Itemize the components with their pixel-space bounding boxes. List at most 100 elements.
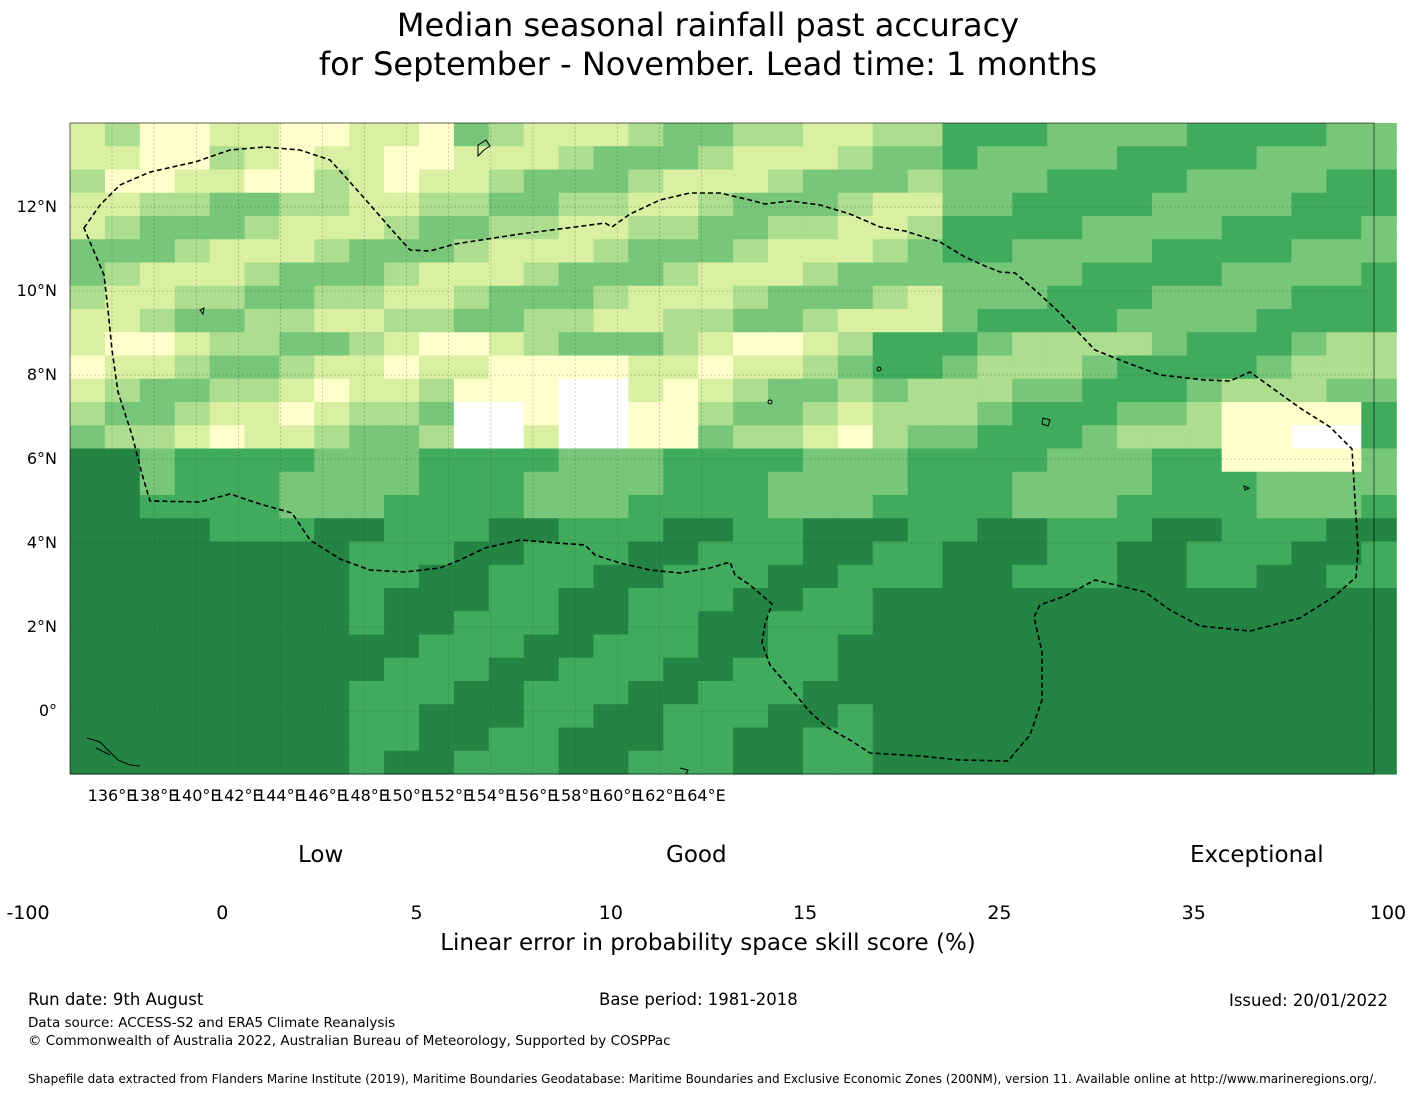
- grid-cell: [209, 123, 246, 147]
- grid-cell: [698, 285, 734, 310]
- grid-cell: [698, 657, 734, 682]
- grid-cell: [314, 611, 350, 636]
- grid-cell: [663, 355, 699, 380]
- grid-cell: [70, 425, 106, 450]
- grid-cell: [1012, 332, 1048, 357]
- grid-cell: [837, 355, 874, 380]
- grid-cell: [907, 657, 944, 682]
- grid-cell: [1047, 285, 1083, 310]
- grid-cell: [453, 657, 490, 682]
- grid-cell: [593, 425, 629, 450]
- category-good: Good: [666, 842, 727, 868]
- grid-cell: [942, 309, 978, 333]
- grid-cell: [174, 309, 211, 333]
- grid-cell: [1047, 541, 1083, 566]
- grid-cell: [1291, 611, 1327, 636]
- grid-cell: [1117, 634, 1153, 659]
- grid-cell: [209, 192, 246, 217]
- grid-cell: [1291, 727, 1327, 752]
- grid-cell: [1256, 750, 1293, 775]
- grid-cell: [733, 262, 769, 287]
- grid-cell: [523, 285, 560, 310]
- grid-cell: [349, 657, 385, 682]
- grid-cell: [384, 216, 420, 240]
- grid-cell: [802, 750, 839, 775]
- grid-cell: [663, 309, 699, 333]
- grid-cell: [1361, 518, 1397, 543]
- grid-cell: [1221, 355, 1258, 380]
- grid-cell: [1012, 355, 1048, 380]
- grid-cell: [1186, 425, 1223, 450]
- grid-cell: [1012, 681, 1048, 705]
- grid-cell: [1256, 704, 1293, 729]
- grid-cell: [1361, 262, 1397, 287]
- grid-cell: [279, 448, 315, 473]
- base-period: Base period: 1981-2018: [599, 990, 798, 1009]
- grid-cell: [942, 169, 978, 194]
- grid-cell: [1291, 681, 1327, 705]
- grid-cell: [698, 402, 734, 426]
- grid-cell: [1326, 332, 1362, 357]
- grid-cell: [488, 309, 525, 333]
- grid-cell: [628, 402, 664, 426]
- grid-cell: [733, 471, 769, 496]
- grid-cell: [523, 239, 560, 264]
- x-tick-label: 140°E: [172, 786, 221, 805]
- grid-cell: [70, 634, 106, 659]
- grid-cell: [349, 750, 385, 775]
- grid-cell: [663, 541, 699, 566]
- grid-cell: [1361, 169, 1397, 194]
- grid-cell: [1117, 239, 1153, 264]
- grid-cell: [1151, 216, 1188, 240]
- grid-cell: [174, 332, 211, 357]
- x-tick-label: 150°E: [382, 786, 431, 805]
- grid-cell: [314, 471, 350, 496]
- grid-cell: [209, 518, 246, 543]
- grid-cell: [768, 657, 804, 682]
- grid-cell: [628, 285, 664, 310]
- grid-cell: [349, 681, 385, 705]
- grid-cell: [663, 332, 699, 357]
- grid-cell: [244, 471, 280, 496]
- grid-cell: [1221, 216, 1258, 240]
- grid-cell: [1082, 216, 1118, 240]
- grid-cell: [279, 495, 315, 519]
- grid-cell: [209, 332, 246, 357]
- grid-cell: [419, 518, 455, 543]
- grid-cell: [104, 239, 141, 264]
- grid-cell: [523, 355, 560, 380]
- grid-cell: [139, 192, 176, 217]
- grid-cell: [1361, 495, 1397, 519]
- grid-cell: [872, 355, 909, 380]
- grid-cell: [314, 378, 350, 403]
- grid-cell: [1151, 634, 1188, 659]
- grid-cell: [942, 192, 978, 217]
- grid-cell: [209, 750, 246, 775]
- x-tick-label: 136°E: [88, 786, 137, 805]
- grid-cell: [1012, 750, 1048, 775]
- grid-cell: [837, 216, 874, 240]
- grid-cell: [977, 216, 1013, 240]
- grid-cell: [558, 123, 595, 147]
- grid-cell: [907, 309, 944, 333]
- grid-cell: [104, 564, 141, 589]
- grid-cell: [1361, 239, 1397, 264]
- grid-cell: [1326, 541, 1362, 566]
- grid-cell: [593, 750, 629, 775]
- grid-cell: [663, 192, 699, 217]
- grid-cell: [698, 355, 734, 380]
- grid-cell: [244, 448, 280, 473]
- grid-cell: [593, 471, 629, 496]
- grid-cell: [1047, 657, 1083, 682]
- grid-cell: [488, 425, 525, 450]
- grid-cell: [453, 309, 490, 333]
- grid-cell: [1221, 425, 1258, 450]
- grid-cell: [628, 448, 664, 473]
- grid-cell: [837, 495, 874, 519]
- grid-cell: [733, 378, 769, 403]
- grid-cell: [733, 192, 769, 217]
- grid-cell: [1151, 727, 1188, 752]
- grid-cell: [419, 425, 455, 450]
- grid-cell: [1082, 657, 1118, 682]
- grid-cell: [558, 262, 595, 287]
